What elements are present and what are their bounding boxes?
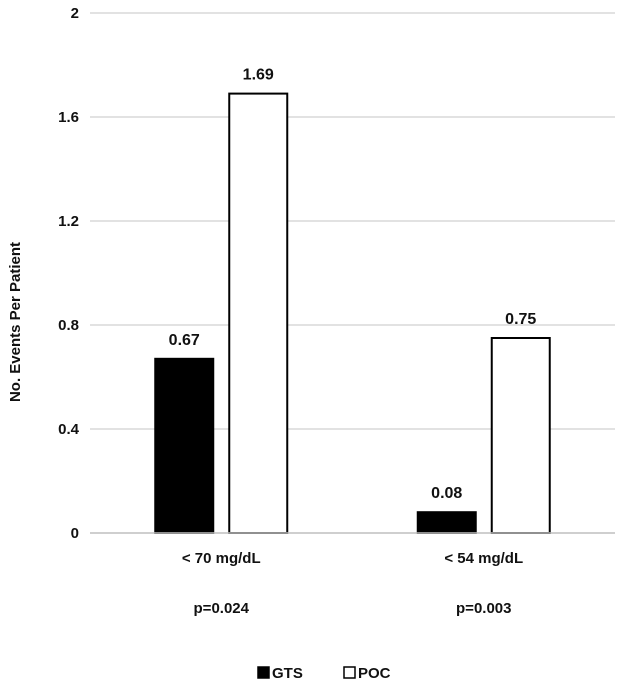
y-tick-label: 2 [71, 5, 79, 22]
y-tick-label: 1.6 [58, 109, 79, 126]
y-axis-ticks: 0 0.4 0.8 1.2 1.6 2 [58, 5, 80, 542]
legend-swatch-gts [257, 666, 270, 679]
bar-poc-1 [490, 337, 551, 534]
legend: GTS POC [257, 665, 391, 682]
category-label: < 54 mg/dL [444, 550, 523, 567]
legend-label-poc: POC [358, 665, 391, 682]
p-value-label: p=0.024 [194, 600, 250, 617]
data-label: 1.69 [243, 67, 274, 84]
data-label: 0.08 [431, 485, 462, 502]
bar-gts-1 [416, 511, 477, 535]
y-tick-label: 0 [71, 525, 79, 542]
category-label: < 70 mg/dL [182, 550, 261, 567]
bar-poc-0 [228, 92, 289, 534]
y-tick-label: 0.4 [58, 421, 80, 438]
bars [154, 92, 551, 535]
p-value-label: p=0.003 [456, 600, 511, 617]
data-label: 0.67 [169, 332, 200, 349]
legend-swatch-poc [343, 666, 356, 679]
y-tick-label: 1.2 [58, 213, 79, 230]
bar-gts-0 [154, 357, 215, 534]
data-labels: 0.67 1.69 0.08 0.75 [169, 67, 537, 503]
legend-label-gts: GTS [272, 665, 303, 682]
data-label: 0.75 [505, 311, 536, 328]
y-axis-label: No. Events Per Patient [7, 242, 24, 402]
p-value-labels: p=0.024 p=0.003 [194, 600, 512, 617]
category-labels: < 70 mg/dL < 54 mg/dL [182, 550, 523, 567]
y-tick-label: 0.8 [58, 317, 79, 334]
